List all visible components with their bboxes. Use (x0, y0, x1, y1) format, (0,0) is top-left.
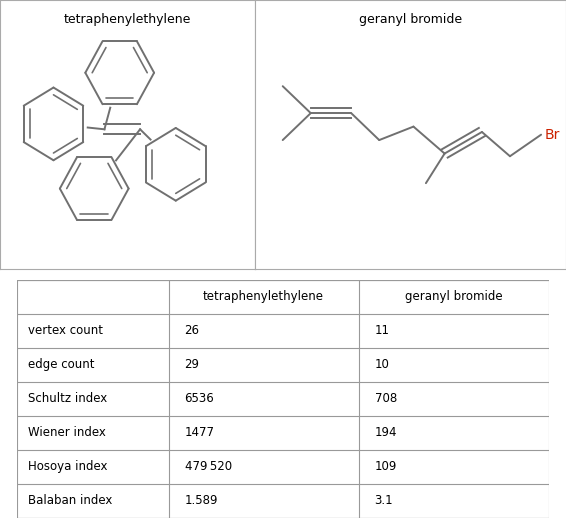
Text: 26: 26 (185, 324, 200, 337)
Text: 6536: 6536 (185, 392, 215, 406)
Text: Hosoya index: Hosoya index (28, 461, 107, 473)
Text: geranyl bromide: geranyl bromide (359, 13, 462, 26)
Text: vertex count: vertex count (28, 324, 102, 337)
Text: 1.589: 1.589 (185, 495, 218, 508)
Text: Balaban index: Balaban index (28, 495, 112, 508)
Text: 10: 10 (375, 358, 389, 371)
Text: geranyl bromide: geranyl bromide (405, 290, 503, 303)
Text: 1477: 1477 (185, 426, 215, 439)
Text: 29: 29 (185, 358, 200, 371)
Text: 708: 708 (375, 392, 397, 406)
Text: 3.1: 3.1 (375, 495, 393, 508)
Text: 11: 11 (375, 324, 389, 337)
Text: tetraphenylethylene: tetraphenylethylene (63, 13, 191, 26)
Text: edge count: edge count (28, 358, 94, 371)
Text: 194: 194 (375, 426, 397, 439)
Text: Br: Br (544, 127, 560, 142)
Text: tetraphenylethylene: tetraphenylethylene (203, 290, 324, 303)
Text: 479 520: 479 520 (185, 461, 231, 473)
Text: 109: 109 (375, 461, 397, 473)
Text: Schultz index: Schultz index (28, 392, 107, 406)
Text: Wiener index: Wiener index (28, 426, 105, 439)
